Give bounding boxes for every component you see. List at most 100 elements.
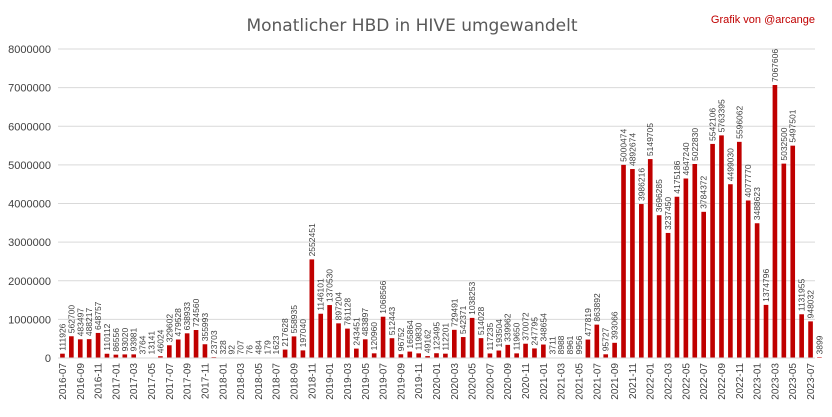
bar xyxy=(416,353,422,358)
data-label: 86556 xyxy=(111,328,121,352)
x-tick-label: 2020-03 xyxy=(450,363,461,400)
data-label: 477819 xyxy=(583,308,593,337)
data-label: 23703 xyxy=(209,330,219,354)
bar xyxy=(514,353,519,358)
data-label: 5000474 xyxy=(619,128,629,161)
bar xyxy=(692,163,698,358)
data-label: 1131955 xyxy=(797,279,807,312)
data-label: 49162 xyxy=(423,329,433,353)
x-tick-label: 2016-11 xyxy=(94,363,105,399)
x-tick-label: 2020-07 xyxy=(485,363,496,400)
bar xyxy=(113,354,119,358)
bar xyxy=(505,344,511,358)
bar xyxy=(621,164,626,358)
x-tick-label: 2021-07 xyxy=(592,363,603,400)
bar xyxy=(86,339,92,358)
bar xyxy=(639,204,644,358)
bar xyxy=(389,338,395,358)
bar xyxy=(380,316,386,358)
bar xyxy=(487,353,493,358)
x-tick-label: 2019-09 xyxy=(396,363,407,400)
data-label: 4892674 xyxy=(627,133,637,166)
data-label: 479528 xyxy=(173,308,183,337)
x-tick-label: 2017-01 xyxy=(111,363,122,400)
bar xyxy=(434,353,439,358)
data-label: 3764 xyxy=(138,335,148,354)
bar xyxy=(469,317,475,358)
data-label: 4175186 xyxy=(672,160,682,193)
x-tick-label: 2022-09 xyxy=(717,363,728,400)
data-label: 484 xyxy=(253,340,263,354)
data-label: 329602 xyxy=(164,314,174,343)
bar xyxy=(736,141,742,358)
x-tick-label: 2020-11 xyxy=(521,363,532,399)
data-label: 7067606 xyxy=(770,49,780,82)
data-label: 638933 xyxy=(182,302,192,331)
data-label: 112201 xyxy=(440,323,450,351)
data-label: 197040 xyxy=(298,319,308,348)
bar xyxy=(532,348,537,358)
y-axis-tick-labels: 0 1000000 2000000 3000000 4000000 5000000 6000… xyxy=(8,44,51,365)
bar xyxy=(701,211,706,358)
data-label: 761128 xyxy=(342,298,352,326)
data-label: 5022830 xyxy=(690,128,700,161)
x-tick-label: 2018-07 xyxy=(272,363,283,400)
data-label: 1068566 xyxy=(378,280,388,313)
x-tick-label: 2021-03 xyxy=(557,363,568,400)
data-label: 123495 xyxy=(432,322,442,351)
x-tick-label: 2022-05 xyxy=(681,363,692,400)
bar xyxy=(345,328,350,358)
bar xyxy=(754,223,760,358)
bar xyxy=(318,313,324,358)
x-tick-label: 2019-01 xyxy=(325,363,336,400)
bar xyxy=(193,330,199,358)
data-label: 393066 xyxy=(610,311,620,340)
data-label: 355993 xyxy=(200,313,210,342)
data-label: 3784372 xyxy=(699,175,709,208)
x-tick-label: 2021-09 xyxy=(610,363,621,400)
data-label: 4499030 xyxy=(725,148,735,181)
data-label: 370072 xyxy=(521,312,531,341)
data-label: 562700 xyxy=(66,305,76,334)
data-label: 179 xyxy=(262,340,272,354)
x-tick-label: 2017-11 xyxy=(200,363,211,399)
y-tick-label: 7000000 xyxy=(8,83,51,95)
bar xyxy=(630,169,635,358)
data-label: 558935 xyxy=(289,305,299,334)
bar xyxy=(612,342,617,358)
bar xyxy=(656,215,662,358)
x-tick-label: 2020-09 xyxy=(503,363,514,400)
data-label: 483497 xyxy=(75,308,85,337)
bar xyxy=(362,339,368,358)
x-tick-label: 2021-11 xyxy=(628,363,639,399)
bar xyxy=(69,336,74,358)
bar xyxy=(594,324,600,358)
bar xyxy=(799,314,804,358)
bar xyxy=(763,304,769,358)
bar xyxy=(603,354,609,358)
bar xyxy=(674,196,680,358)
x-tick-label: 2022-11 xyxy=(735,363,746,399)
data-label: 1038253 xyxy=(467,282,477,315)
bar xyxy=(371,353,377,358)
data-label: 96752 xyxy=(396,327,406,351)
bar xyxy=(184,333,190,358)
bar xyxy=(817,357,822,358)
data-label: 8961 xyxy=(565,335,575,354)
data-label: 1374796 xyxy=(761,269,771,302)
data-label: 119650 xyxy=(512,322,522,350)
data-label: 514028 xyxy=(476,307,486,336)
bar xyxy=(443,353,448,358)
data-label: 512443 xyxy=(387,307,397,336)
x-tick-label: 2023-07 xyxy=(806,363,817,400)
data-label: 3899 xyxy=(814,335,824,354)
x-tick-label: 2019-03 xyxy=(343,363,354,400)
data-label: 76 xyxy=(244,345,254,355)
bar xyxy=(167,345,172,358)
data-label: 5032500 xyxy=(779,127,789,160)
data-label: 4647240 xyxy=(681,142,691,175)
bar xyxy=(95,332,101,358)
x-tick-label: 2019-07 xyxy=(379,363,390,400)
data-label: 948032 xyxy=(806,290,816,319)
bar xyxy=(122,354,128,358)
